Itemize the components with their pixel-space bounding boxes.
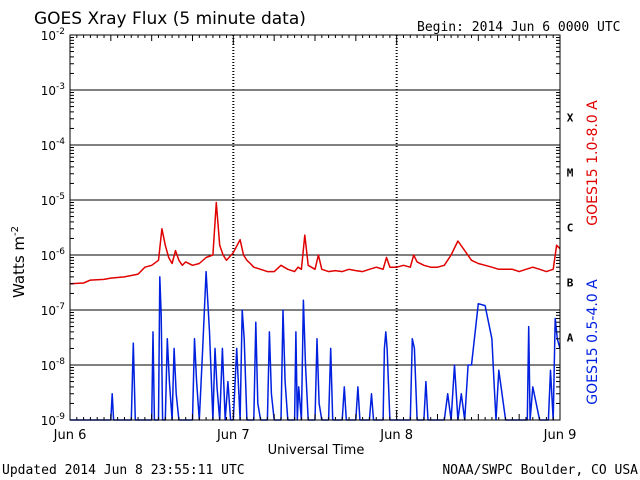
x-axis-label: Universal Time [268,443,365,458]
y-tick-label: 10-8 [41,357,66,373]
y-tick-label: 10-3 [41,82,65,98]
credit-text: NOAA/SWPC Boulder, CO USA [442,463,638,478]
flare-class-label: X [567,112,574,125]
series-label-short: GOES15 0.5-4.0 A [585,279,601,405]
y-tick-label: 10-5 [41,192,65,208]
series-layer [69,201,561,421]
y-tick-label: 10-7 [41,302,65,318]
begin-label: Begin: 2014 Jun 6 0000 UTC [417,20,621,35]
y-axis-label-text: Watts m [10,236,28,298]
y-axis-label-sup: -2 [10,226,21,236]
x-tick-label: Jun 9 [543,428,577,443]
y-axis-label: Watts m-2 [10,226,28,298]
series-label-long: GOES15 1.0-8.0 A [585,100,601,226]
series-line-1 [70,270,561,421]
plot-frame [69,34,561,421]
axis-layer: 10-9 10-8 10-7 10-6 10-5 10-4 10-3 10-2 Jun 6 Jun… [41,27,577,443]
y-tick-label: 10-2 [41,27,65,43]
svg-text:Watts m-2: Watts m-2 [10,226,28,298]
flare-class-label: M [567,167,574,180]
flare-class-label: B [567,277,574,290]
flare-class-label: C [567,222,574,235]
series-line-0 [69,201,561,285]
series-label-short-text: GOES15 0.5-4.0 A [585,279,601,405]
y-tick-label: 10-9 [41,412,66,428]
chart-title: GOES Xray Flux (5 minute data) [34,9,306,29]
y-tick-label: 10-6 [41,247,66,263]
series-label-long-text: GOES15 1.0-8.0 A [585,100,601,226]
x-tick-label: Jun 7 [216,428,250,443]
x-tick-label: Jun 8 [379,428,413,443]
x-tick-label: Jun 6 [53,428,87,443]
grid-layer [70,34,560,421]
y-tick-label: 10-4 [41,137,66,153]
updated-timestamp: Updated 2014 Jun 8 23:55:11 UTC [2,463,245,478]
flare-class-label: A [567,332,574,345]
